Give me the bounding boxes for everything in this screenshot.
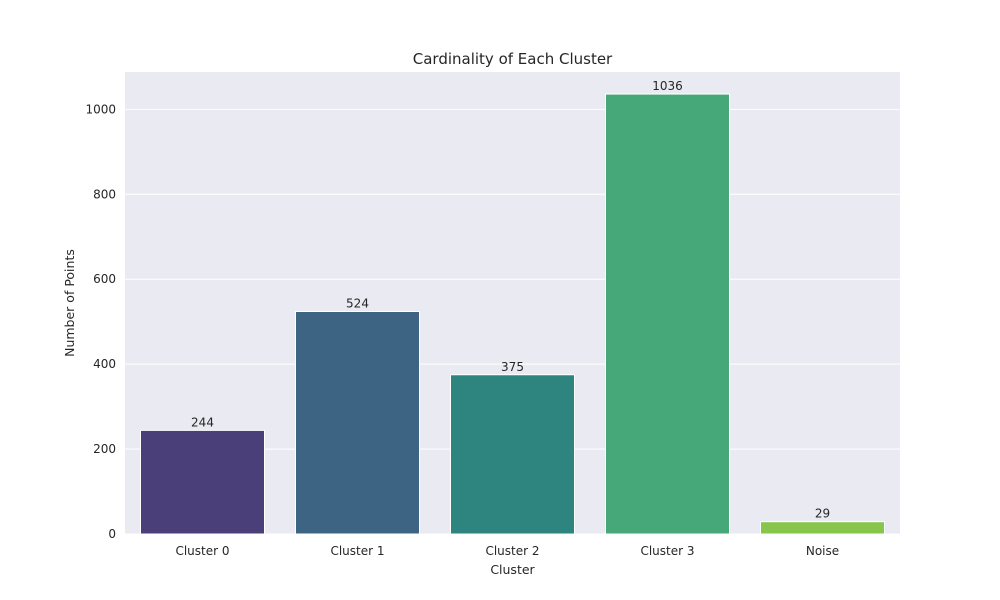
bar-value-label: 29 [815, 507, 830, 521]
y-tick-label: 400 [93, 357, 116, 371]
y-tick-label: 0 [108, 527, 116, 541]
bar-value-label: 524 [346, 296, 369, 310]
bar [450, 374, 575, 535]
y-tick-label: 1000 [85, 102, 116, 116]
bar [295, 310, 420, 535]
y-axis-label: Number of Points [62, 249, 77, 357]
bar-value-label: 375 [501, 360, 524, 374]
x-tick-label: Cluster 0 [175, 544, 229, 558]
x-tick-label: Cluster 1 [330, 544, 384, 558]
bar-value-label: 1036 [652, 79, 683, 93]
x-axis-label: Cluster [490, 562, 535, 577]
bar [140, 429, 265, 535]
y-tick-labels: 0 200 400 600 800 1000 [85, 102, 116, 541]
x-tick-label: Cluster 3 [640, 544, 694, 558]
data-labels: 244 524 375 1036 29 [191, 79, 830, 521]
bar [760, 521, 885, 535]
y-tick-label: 600 [93, 272, 116, 286]
chart-title: Cardinality of Each Cluster [413, 50, 613, 68]
y-tick-label: 800 [93, 187, 116, 201]
x-tick-label: Cluster 2 [485, 544, 539, 558]
x-tick-labels: Cluster 0 Cluster 1 Cluster 2 Cluster 3 Nois… [175, 544, 839, 558]
bar [605, 93, 730, 535]
x-tick-label: Noise [806, 544, 839, 558]
y-tick-label: 200 [93, 442, 116, 456]
bars [140, 93, 885, 535]
bar-value-label: 244 [191, 415, 214, 429]
